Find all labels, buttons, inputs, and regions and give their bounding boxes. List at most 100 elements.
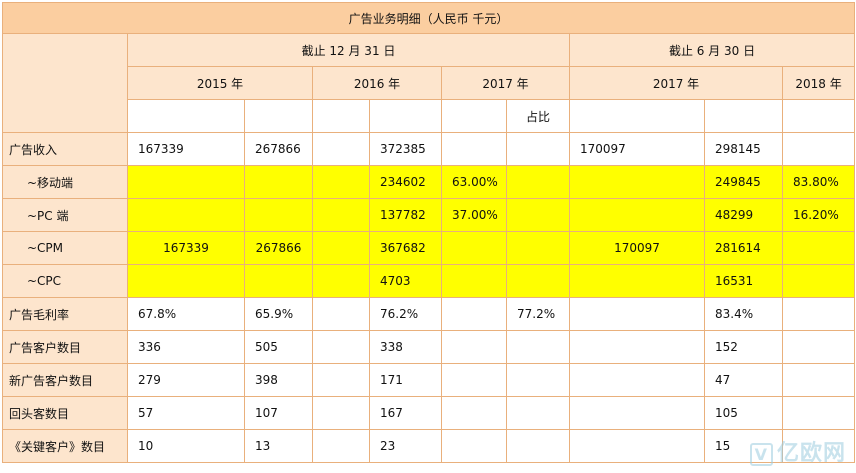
table-cell: 105 (704, 396, 783, 430)
table-cell (569, 396, 705, 430)
table-cell: 37.00% (441, 198, 507, 232)
table-body: 广告收入 167339 267866 372385 170097 298145 ~移动端 23… (2, 132, 856, 463)
table-cell: 76.2% (369, 297, 442, 331)
table-cell (569, 297, 705, 331)
row-label: 广告毛利率 (2, 297, 128, 331)
share-header-2017: 占比 (506, 99, 570, 133)
table-cell: 336 (127, 330, 245, 364)
table-cell (781, 231, 856, 265)
table-cell: 65.9% (244, 297, 313, 331)
subheader-cell (127, 99, 245, 133)
year-header-2017-h1: 2017 年 (569, 66, 783, 100)
table-cell: 13 (244, 429, 313, 463)
row-label: ~CPC (2, 264, 128, 298)
advertising-details-table: 广告业务明细（人民币 千元） 截止 12 月 31 日 截止 6 月 30 日 … (1, 2, 856, 463)
year-header-2017: 2017 年 (441, 66, 570, 100)
table-cell: 171 (369, 363, 442, 397)
table-cell (506, 165, 570, 199)
row-label: ~PC 端 (2, 198, 128, 232)
table-cell: 4703 (369, 264, 442, 298)
table-cell (441, 231, 507, 265)
table-cell: 338 (369, 330, 442, 364)
table-cell: 505 (244, 330, 313, 364)
table-cell (506, 231, 570, 265)
subheader-cell (312, 99, 370, 133)
table-cell: 77.2% (506, 297, 570, 331)
period-header-dec31: 截止 12 月 31 日 (127, 33, 570, 67)
table-cell (127, 165, 245, 199)
table-cell: 167 (369, 396, 442, 430)
table-cell: 249845 (704, 165, 783, 199)
table-cell (244, 198, 313, 232)
row-label: 新广告客户数目 (2, 363, 128, 397)
table-cell: 47 (704, 363, 783, 397)
table-cell: 16531 (704, 264, 783, 298)
table-cell (312, 396, 370, 430)
table-cell: 10 (127, 429, 245, 463)
table-cell: 281614 (704, 231, 783, 265)
row-label: 广告收入 (2, 132, 128, 166)
table-cell: 23 (369, 429, 442, 463)
table-cell: 107 (244, 396, 313, 430)
table-cell (506, 429, 570, 463)
subheader-cell (441, 99, 507, 133)
table-cell: 170097 (569, 132, 705, 166)
row-label: 《关键客户》数目 (2, 429, 128, 463)
table-cell (312, 198, 370, 232)
table-cell: 298145 (704, 132, 783, 166)
table-cell (127, 198, 245, 232)
year-header-2016: 2016 年 (312, 66, 442, 100)
table-cell: 67.8% (127, 297, 245, 331)
table-title: 广告业务明细（人民币 千元） (1, 2, 856, 34)
table-cell (441, 429, 507, 463)
year-header-2018-h1: 2018 年 (781, 66, 856, 100)
watermark-logo: V 亿欧网 (749, 435, 846, 467)
table-cell (441, 132, 507, 166)
subheader-cell (369, 99, 442, 133)
table-cell (781, 132, 856, 166)
table-cell: 137782 (369, 198, 442, 232)
table-cell: 16.20% (781, 198, 856, 232)
table-cell (441, 363, 507, 397)
table-cell: 63.00% (441, 165, 507, 199)
table-cell (569, 330, 705, 364)
table-cell (244, 165, 313, 199)
table-cell (441, 396, 507, 430)
table-cell (569, 165, 705, 199)
table-cell (569, 429, 705, 463)
table-cell (312, 363, 370, 397)
table-row: 新广告客户数目 279 398 171 47 (2, 363, 856, 397)
table-cell (506, 132, 570, 166)
table-row: ~PC 端 137782 37.00% 48299 16.20% (2, 198, 856, 232)
table-cell (312, 264, 370, 298)
table-cell (244, 264, 313, 298)
table-cell (312, 297, 370, 331)
table-cell (781, 264, 856, 298)
row-label: 广告客户数目 (2, 330, 128, 364)
table-cell: 367682 (369, 231, 442, 265)
subheader-cell (569, 99, 705, 133)
table-cell (506, 198, 570, 232)
table-cell (781, 297, 856, 331)
table-cell: 167339 (127, 132, 245, 166)
table-cell: 83.80% (781, 165, 856, 199)
table-cell (781, 363, 856, 397)
table-row: 广告收入 167339 267866 372385 170097 298145 (2, 132, 856, 166)
table-cell (127, 264, 245, 298)
table-cell: 57 (127, 396, 245, 430)
table-cell (781, 330, 856, 364)
table-cell: 170097 (569, 231, 705, 265)
table-cell: 234602 (369, 165, 442, 199)
table-cell (312, 132, 370, 166)
table-row: 广告客户数目 336 505 338 152 (2, 330, 856, 364)
table-cell (312, 231, 370, 265)
table-cell (312, 165, 370, 199)
table-cell (506, 396, 570, 430)
period-header-jun30: 截止 6 月 30 日 (568, 33, 856, 67)
table-cell (781, 396, 856, 430)
table-cell: 279 (127, 363, 245, 397)
table-cell (506, 330, 570, 364)
table-cell: 152 (704, 330, 783, 364)
table-row: ~CPC 4703 16531 (2, 264, 856, 298)
